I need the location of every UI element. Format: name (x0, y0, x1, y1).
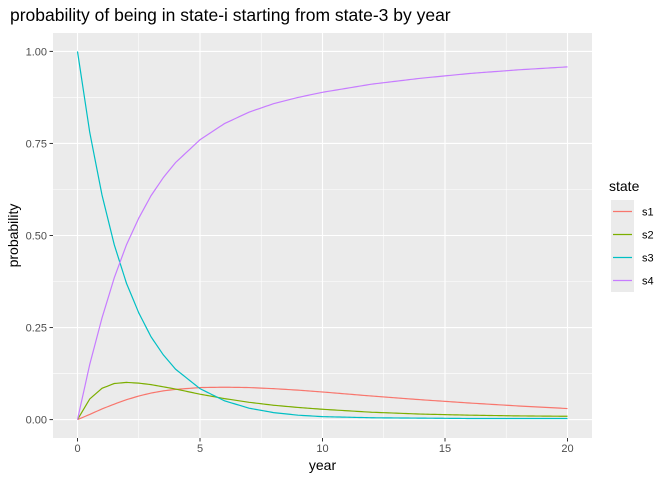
y-tick-label: 1.00 (26, 46, 47, 58)
chart-title: probability of being in state-i starting… (10, 5, 451, 25)
x-tick-label: 5 (197, 443, 203, 455)
y-tick-label: 0.25 (26, 323, 47, 335)
series-line-s2 (76, 381, 568, 420)
legend-title: state (609, 178, 640, 194)
x-axis-label: year (309, 457, 337, 473)
x-tick-label: 0 (74, 443, 80, 455)
series-lines (76, 51, 568, 421)
legend-label-s1: s1 (642, 207, 654, 219)
y-tick-label: 0.75 (26, 138, 47, 150)
legend: state s1 s2 s3 s4 (609, 178, 654, 292)
x-tick-label: 15 (439, 443, 451, 455)
x-tick-label: 20 (561, 443, 573, 455)
legend-label-s2: s2 (642, 230, 654, 242)
y-tick-label: 0.50 (26, 231, 47, 243)
y-axis: 0.00 0.25 0.50 0.75 1.00 (26, 46, 53, 427)
major-gridlines (53, 33, 592, 438)
x-tick-label: 10 (316, 443, 328, 455)
legend-label-s4: s4 (642, 276, 654, 288)
y-axis-label: probability (5, 204, 21, 268)
x-axis: 0 5 10 15 20 (74, 438, 574, 455)
series-line-s4 (76, 66, 568, 420)
series-line-s3 (76, 51, 568, 420)
series-line-s1 (77, 386, 568, 421)
legend-label-s3: s3 (642, 253, 654, 265)
y-tick-label: 0.00 (26, 415, 47, 427)
